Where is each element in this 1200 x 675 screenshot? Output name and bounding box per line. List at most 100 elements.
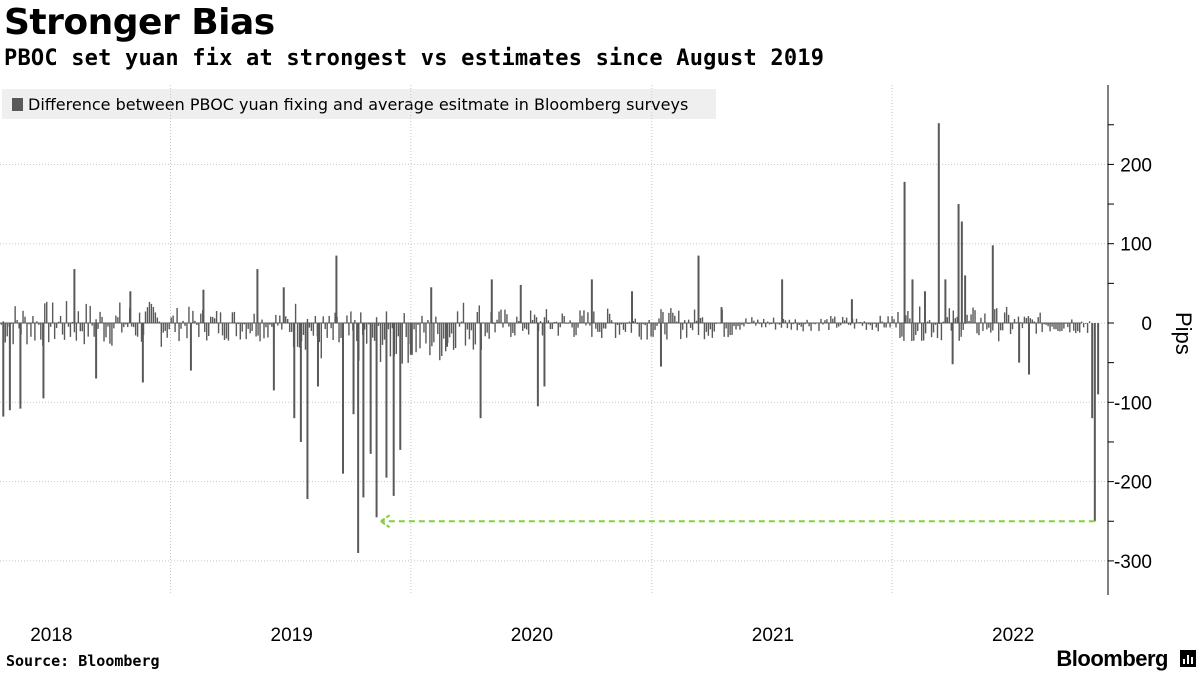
data-bar bbox=[656, 323, 658, 326]
data-bar bbox=[140, 323, 143, 342]
data-bar bbox=[245, 323, 247, 340]
data-bar bbox=[919, 306, 921, 323]
data-bar bbox=[189, 323, 192, 371]
y-tick-label: -300 bbox=[1114, 552, 1152, 573]
data-bar bbox=[638, 323, 640, 337]
data-bar bbox=[1057, 323, 1059, 331]
data-bar bbox=[923, 291, 926, 323]
data-bar bbox=[71, 321, 74, 323]
data-bar bbox=[383, 323, 386, 340]
data-bar bbox=[492, 323, 494, 325]
data-bar bbox=[820, 318, 822, 323]
data-bar bbox=[1017, 316, 1020, 323]
data-bar bbox=[648, 319, 650, 323]
data-bar bbox=[869, 323, 872, 326]
data-bar bbox=[881, 321, 883, 323]
data-bar bbox=[63, 323, 66, 340]
data-bar bbox=[1043, 323, 1045, 325]
data-bar bbox=[340, 323, 342, 338]
data-bar bbox=[960, 323, 962, 337]
data-bar bbox=[1035, 323, 1037, 334]
data-bar bbox=[221, 323, 224, 336]
data-bar bbox=[478, 305, 480, 323]
data-bar bbox=[506, 314, 508, 323]
data-bar bbox=[512, 323, 514, 333]
data-bar bbox=[38, 323, 40, 325]
data-bar bbox=[263, 323, 265, 339]
data-bar bbox=[739, 323, 741, 330]
data-bar bbox=[954, 318, 956, 323]
data-bar bbox=[132, 323, 135, 328]
data-bar bbox=[903, 323, 905, 341]
data-bar bbox=[984, 313, 986, 323]
y-tick-label: -100 bbox=[1114, 393, 1152, 414]
data-bar bbox=[899, 323, 901, 339]
data-bar bbox=[920, 323, 923, 341]
data-bar bbox=[479, 323, 482, 419]
data-bar bbox=[826, 319, 828, 323]
data-bar bbox=[55, 323, 58, 329]
data-bar bbox=[631, 291, 634, 323]
data-bar bbox=[535, 317, 538, 323]
data-bar bbox=[557, 323, 559, 336]
data-bar bbox=[964, 275, 967, 323]
data-bar bbox=[144, 311, 147, 323]
data-bar bbox=[439, 323, 441, 361]
data-bar bbox=[44, 303, 46, 323]
data-bar bbox=[867, 323, 870, 325]
data-bar bbox=[660, 309, 662, 323]
data-bar bbox=[606, 308, 609, 323]
data-bar bbox=[107, 323, 109, 327]
data-bar bbox=[69, 323, 72, 337]
data-bar bbox=[577, 323, 579, 328]
data-bar bbox=[2, 323, 5, 417]
data-bar bbox=[223, 323, 226, 341]
data-bar bbox=[875, 323, 877, 328]
data-bar bbox=[19, 323, 22, 409]
data-bar bbox=[375, 317, 378, 323]
data-bar bbox=[1071, 319, 1073, 323]
x-tick-label: 2019 bbox=[271, 625, 313, 646]
data-bar bbox=[561, 313, 563, 323]
data-bar bbox=[176, 307, 178, 323]
data-bar bbox=[83, 323, 85, 345]
data-bar bbox=[91, 323, 93, 326]
data-bar bbox=[685, 323, 688, 338]
data-bar bbox=[1097, 323, 1100, 395]
data-bar bbox=[883, 323, 885, 328]
data-bar bbox=[1031, 319, 1033, 323]
data-bar bbox=[806, 319, 808, 323]
data-bar bbox=[543, 317, 546, 323]
data-bar bbox=[1023, 316, 1026, 323]
data-bar bbox=[316, 323, 319, 387]
data-bar bbox=[127, 323, 129, 328]
data-bar bbox=[409, 323, 412, 355]
data-bar bbox=[1055, 323, 1057, 330]
data-bar bbox=[73, 269, 76, 323]
data-bar bbox=[1078, 323, 1081, 333]
data-bar bbox=[723, 323, 725, 337]
data-bar bbox=[293, 323, 296, 419]
x-tick-label: 2021 bbox=[752, 625, 794, 646]
data-bar bbox=[299, 323, 302, 442]
data-bar bbox=[951, 323, 954, 365]
data-bar bbox=[401, 323, 403, 364]
data-bar bbox=[818, 323, 820, 332]
data-bar bbox=[575, 323, 577, 336]
data-bar bbox=[81, 323, 83, 332]
data-bar bbox=[211, 316, 214, 323]
data-bar bbox=[1037, 317, 1039, 323]
data-bar bbox=[369, 323, 372, 454]
data-bar bbox=[322, 316, 324, 323]
data-bar bbox=[533, 314, 536, 323]
data-bar bbox=[1009, 323, 1012, 335]
data-bar bbox=[822, 323, 824, 325]
data-bar bbox=[991, 245, 994, 323]
data-bar bbox=[148, 301, 151, 323]
data-bar bbox=[604, 323, 607, 329]
data-bar bbox=[753, 320, 755, 323]
data-bar bbox=[911, 279, 914, 323]
data-bar bbox=[255, 323, 257, 337]
data-bar bbox=[65, 301, 68, 323]
